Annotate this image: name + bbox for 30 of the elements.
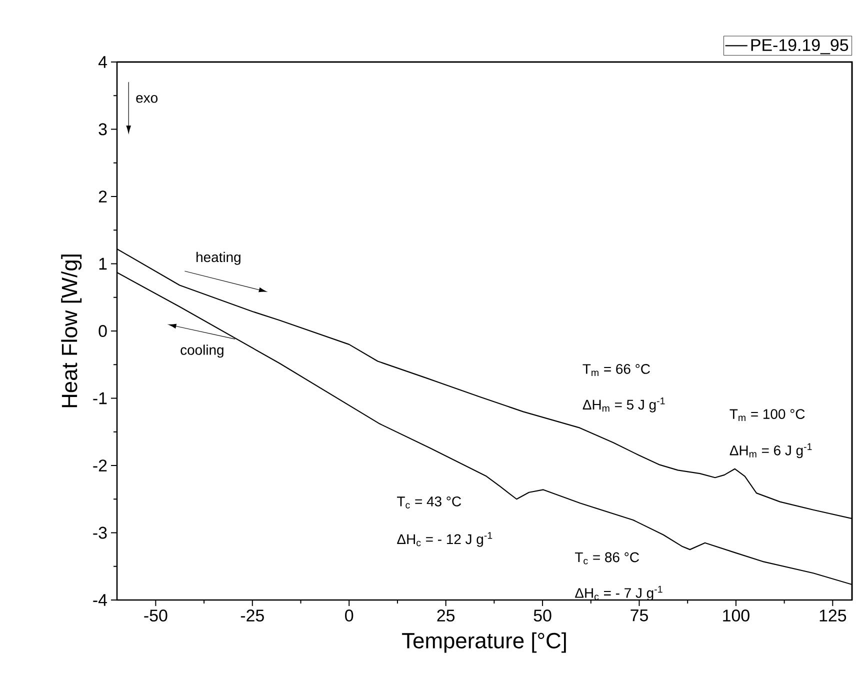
x-tick-label: 75: [630, 610, 648, 622]
x-tick-label: -25: [240, 610, 264, 622]
annotation: cooling: [180, 344, 224, 358]
x-tick-label: 100: [723, 610, 750, 622]
y-tick-label: -1: [93, 392, 107, 404]
y-tick-label: 2: [98, 190, 107, 202]
annotation: T$_{c}$ = 86 °C: [574, 552, 639, 564]
x-tick-label: 50: [534, 610, 552, 622]
y-tick-label: 1: [99, 258, 107, 270]
y-axis-title: Heat Flow [W/g]: [61, 254, 82, 408]
y-tick-label: -4: [93, 594, 107, 606]
x-tick-label: -50: [144, 610, 168, 622]
x-tick-label: 0: [345, 610, 354, 622]
annotation: exo: [136, 95, 158, 103]
y-tick-label: -2: [93, 460, 107, 472]
x-tick-label: 125: [820, 610, 846, 622]
annotation: ΔH$_{m}$ = 6 J g$^{-1}$: [730, 443, 812, 458]
y-tick-label: 4: [98, 56, 107, 68]
annotation: heating: [196, 252, 240, 265]
annotation: T$_{m}$ = 100 °C: [730, 409, 805, 422]
annotation: ΔH$_{c}$ = - 12 J g$^{-1}$: [397, 532, 492, 547]
legend-label: PE-19.19_95: [751, 39, 848, 54]
annotation: T$_{c}$ = 43 °C: [397, 496, 462, 508]
annotation: T$_{m}$ = 66 °C: [582, 364, 650, 376]
x-tick-label: 25: [437, 610, 455, 622]
y-tick-label: -3: [93, 526, 107, 539]
annotation: ΔH$_{m}$ = 5 J g$^{-1}$: [582, 398, 665, 412]
y-tick-label: 3: [98, 123, 107, 136]
y-tick-label: 0: [98, 325, 107, 337]
x-axis-title: Temperature [°C]: [402, 632, 566, 653]
